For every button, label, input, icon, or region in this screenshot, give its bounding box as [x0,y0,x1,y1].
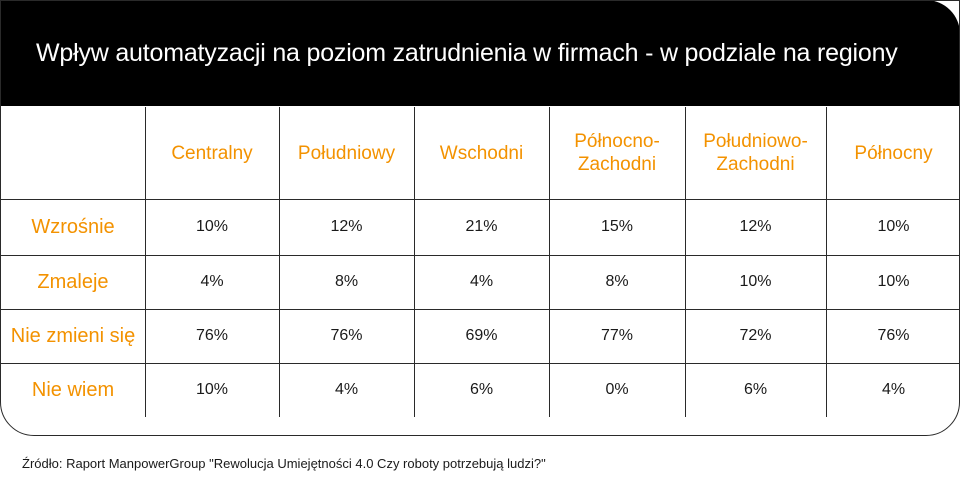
row-divider [1,255,959,256]
chart-title: Wpływ automatyzacji na poziom zatrudnien… [36,39,898,67]
source-note: Źródło: Raport ManpowerGroup "Rewolucja … [22,456,546,471]
table-cell: 8% [605,273,629,290]
column-divider [549,107,550,417]
column-header-line: Zachodni [577,154,657,175]
column-header: Wschodni [414,107,549,199]
column-divider [279,107,280,417]
column-divider [826,107,827,417]
row-divider [1,309,959,310]
table-cell: 10% [877,273,910,290]
table-cell: 6% [469,381,494,398]
table-card: Wpływ automatyzacji na poziom zatrudnien… [0,0,960,436]
table-cell: 4% [334,381,359,398]
table-cell: 4% [469,273,494,290]
table-cell: 15% [600,218,634,235]
column-header: Południowy [279,107,414,199]
column-header-line: Północno- [574,131,660,152]
column-header: Południowo- Zachodni [685,107,826,199]
column-header-line: Północny [854,142,933,164]
title-bar: Wpływ automatyzacji na poziom zatrudnien… [1,1,959,106]
table-cell: 4% [881,381,906,398]
table-cell: 72% [739,327,772,344]
column-header-line: Południowo- [703,131,808,152]
table-cell: 76% [330,327,363,344]
table-cell: 10% [195,218,229,235]
table-cell: 12% [739,218,772,235]
column-header-label: Północny [854,142,932,165]
table-cell: 8% [334,273,359,290]
column-header-label: Północno- Zachodni [574,130,660,176]
table-cell: 10% [877,218,910,235]
table-cell: 69% [465,327,498,344]
row-header: Nie zmieni się [10,325,136,347]
table-cell: 21% [465,218,498,235]
column-header-line: Zachodni [716,154,795,175]
table-cell: 6% [743,381,768,398]
table-cell: 10% [739,273,772,290]
row-header: Wzrośnie [31,216,115,238]
column-divider [685,107,686,417]
row-divider [1,363,959,364]
column-header: Centralny [145,107,279,199]
table-cell: 12% [330,218,363,235]
column-divider [414,107,415,417]
column-header-line: Centralny [171,142,253,164]
table-cell: 0% [605,381,629,398]
column-header-line: Południowy [297,142,396,164]
column-header-label: Południowo- Zachodni [703,130,808,176]
row-header: Zmaleje [37,271,109,293]
table-cell: 76% [195,327,229,344]
column-header-label: Południowy [298,142,395,165]
column-header: Północno- Zachodni [549,107,685,199]
table-cell: 10% [195,381,229,398]
column-header-label: Wschodni [440,142,523,165]
column-divider [145,107,146,417]
table-cell: 76% [877,327,910,344]
table-cell: 77% [600,327,634,344]
column-header-label: Centralny [171,142,252,165]
column-header: Północny [826,107,959,199]
table-cell: 4% [200,273,224,290]
row-divider [1,199,959,200]
column-header-line: Wschodni [439,142,524,164]
row-header: Nie wiem [31,379,115,401]
